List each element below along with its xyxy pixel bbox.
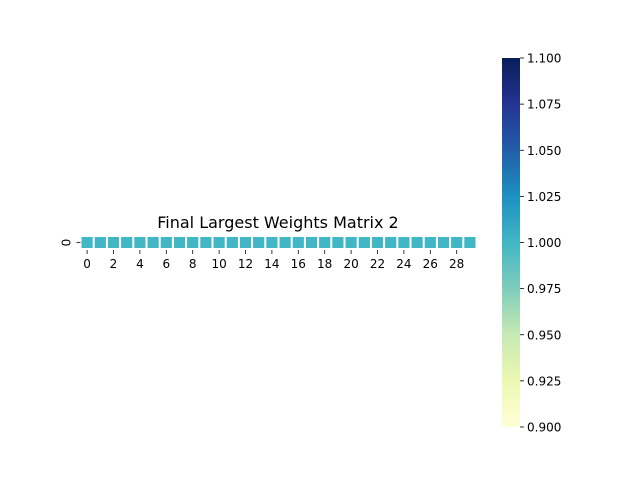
heatmap-cell <box>424 237 436 248</box>
colorbar-tick-label: 0.925 <box>527 374 561 388</box>
heatmap-cell <box>94 237 106 248</box>
colorbar-tick-label: 1.100 <box>527 52 561 66</box>
heatmap-cell <box>226 237 238 248</box>
heatmap-cell <box>213 237 225 248</box>
heatmap-cell <box>385 237 397 248</box>
heatmap-cell <box>437 237 450 248</box>
heatmap-cell <box>371 237 384 248</box>
heatmap-cell <box>319 237 331 248</box>
heatmap-cell <box>451 237 463 248</box>
heatmap-cell <box>121 237 133 248</box>
y-axis-ticks: 0 <box>60 239 81 247</box>
y-tick-label: 0 <box>60 239 74 247</box>
heatmap-cell <box>358 237 370 248</box>
x-tick-label: 24 <box>396 257 411 271</box>
x-tick-label: 26 <box>423 257 438 271</box>
x-tick-label: 28 <box>449 257 464 271</box>
x-tick-label: 14 <box>264 257 279 271</box>
x-tick-label: 22 <box>370 257 385 271</box>
heatmap-cell <box>239 237 252 248</box>
x-tick-label: 4 <box>136 257 144 271</box>
x-tick-label: 0 <box>83 257 91 271</box>
x-tick-label: 18 <box>317 257 332 271</box>
heatmap-cell <box>134 237 146 248</box>
heatmap-cells <box>81 237 476 248</box>
colorbar-tick-label: 1.000 <box>527 236 561 250</box>
heatmap-cell <box>107 237 120 248</box>
heatmap-cell <box>305 237 318 248</box>
heatmap-cell <box>173 237 186 248</box>
colorbar-tick-label: 1.075 <box>527 98 561 112</box>
x-tick-label: 10 <box>211 257 226 271</box>
x-tick-label: 6 <box>162 257 170 271</box>
x-tick-label: 16 <box>291 257 306 271</box>
heatmap-cell <box>332 237 344 248</box>
heatmap-cell <box>160 237 172 248</box>
x-tick-label: 2 <box>110 257 118 271</box>
heatmap-cell <box>345 237 357 248</box>
heatmap-cell <box>292 237 304 248</box>
colorbar-tick-label: 0.975 <box>527 282 561 296</box>
heatmap-cell <box>81 237 93 248</box>
heatmap-cell <box>464 237 476 248</box>
x-tick-label: 12 <box>238 257 253 271</box>
x-tick-label: 20 <box>343 257 358 271</box>
heatmap-cell <box>411 237 423 248</box>
colorbar <box>502 58 520 427</box>
x-tick-label: 8 <box>189 257 197 271</box>
heatmap-cell <box>266 237 278 248</box>
heatmap-cell <box>200 237 212 248</box>
colorbar-tick-label: 1.025 <box>527 190 561 204</box>
chart-title: Final Largest Weights Matrix 2 <box>157 213 398 232</box>
heatmap-cell <box>279 237 291 248</box>
colorbar-ticks: 0.900 0.925 0.950 0.975 1.000 1.025 1.050 1.075… <box>520 52 561 435</box>
colorbar-tick-label: 0.950 <box>527 328 561 342</box>
x-axis-ticks: 0 2 4 6 8 10 12 14 16 18 20 22 24 26 28 <box>83 250 464 271</box>
heatmap-cell <box>398 237 410 248</box>
heatmap-cell <box>253 237 265 248</box>
colorbar-tick-label: 1.050 <box>527 144 561 158</box>
colorbar-tick-label: 0.900 <box>527 421 561 435</box>
heatmap-cell <box>187 237 199 248</box>
heatmap-cell <box>147 237 159 248</box>
